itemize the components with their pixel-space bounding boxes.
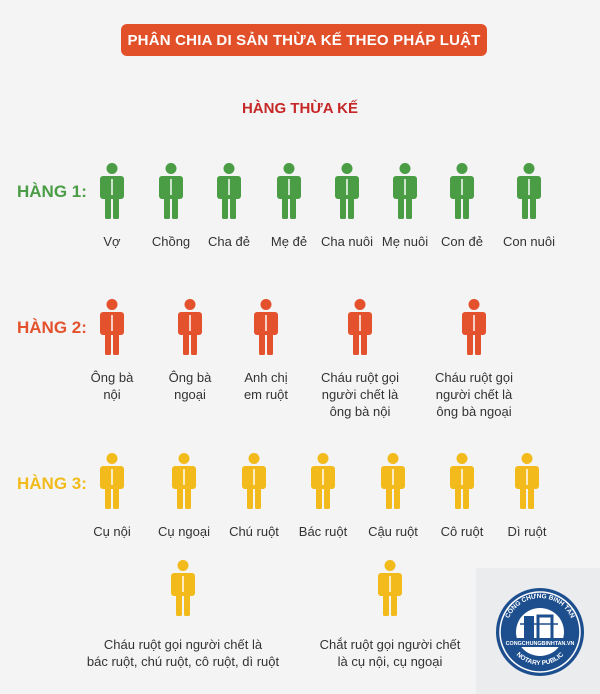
person-icon: [211, 299, 321, 355]
person-icon: [419, 299, 529, 355]
person-icon: [350, 163, 460, 219]
seal-text-mid: CONGCHUNGBINHTAN.VN: [506, 641, 575, 647]
person-icon: [57, 299, 167, 355]
heir-person-3-8: Cháu ruột gọi người chết là bác ruột, ch…: [53, 560, 313, 670]
person-label: Chắt ruột gọi người chết là cụ nội, cụ n…: [319, 637, 461, 669]
person-icon: [292, 163, 402, 219]
person-label: Bác ruột: [298, 524, 348, 539]
heir-person-2-5: Cháu ruột gọi người chết là ông bà ngoại: [419, 299, 529, 420]
heir-person-1-8: Con nuôi: [474, 163, 584, 250]
person-icon: [472, 453, 582, 509]
person-icon: [268, 453, 378, 509]
person-label: Cha nuôi: [320, 234, 374, 249]
heir-person-3-5: Cậu ruột: [338, 453, 448, 540]
heir-person-3-7: Dì ruột: [472, 453, 582, 540]
heir-person-3-9: Chắt ruột gọi người chết là cụ nội, cụ n…: [260, 560, 520, 670]
subtitle: HÀNG THỪA KẾ: [241, 100, 359, 117]
person-label: Cháu ruột gọi người chết là bác ruột, ch…: [86, 637, 280, 669]
person-label: Mẹ nuôi: [381, 234, 429, 249]
person-icon: [116, 163, 226, 219]
heir-person-1-1: Vợ: [57, 163, 167, 250]
heir-person-3-3: Chú ruột: [199, 453, 309, 540]
heir-person-1-6: Mẹ nuôi: [350, 163, 460, 250]
heir-person-3-4: Bác ruột: [268, 453, 378, 540]
person-icon: [129, 453, 239, 509]
person-label: Cậu ruột: [368, 524, 418, 539]
heir-person-1-3: Cha đẻ: [174, 163, 284, 250]
person-label: Chú ruột: [229, 524, 279, 539]
person-icon: [260, 560, 520, 616]
person-icon: [407, 453, 517, 509]
heir-person-1-4: Mẹ đẻ: [234, 163, 344, 250]
person-icon: [474, 163, 584, 219]
person-label: Mẹ đẻ: [270, 234, 308, 249]
heir-person-3-6: Cô ruột: [407, 453, 517, 540]
person-label: Cháu ruột gọi người chết là ông bà ngoại: [434, 370, 514, 419]
person-icon: [57, 163, 167, 219]
person-label: Anh chị em ruột: [243, 370, 289, 402]
person-label: Vợ: [103, 234, 121, 249]
person-label: Cháu ruột gọi người chết là ông bà nội: [320, 370, 400, 419]
heir-person-1-7: Con đẻ: [407, 163, 517, 250]
person-label: Cô ruột: [440, 524, 484, 539]
title-banner: PHÂN CHIA DI SẢN THỪA KẾ THEO PHÁP LUẬT: [121, 24, 487, 56]
person-icon: [338, 453, 448, 509]
heir-person-2-3: Anh chị em ruột: [211, 299, 321, 403]
person-label: Chồng: [151, 234, 191, 249]
person-icon: [57, 453, 167, 509]
person-label: Ông bà ngoại: [168, 370, 212, 402]
heir-person-1-2: Chồng: [116, 163, 226, 250]
person-icon: [234, 163, 344, 219]
person-label: Ông bà nội: [90, 370, 134, 402]
heir-person-1-5: Cha nuôi: [292, 163, 402, 250]
person-icon: [407, 163, 517, 219]
person-icon: [135, 299, 245, 355]
heir-person-2-2: Ông bà ngoại: [135, 299, 245, 403]
person-icon: [199, 453, 309, 509]
person-label: Con đẻ: [441, 234, 483, 249]
person-icon: [305, 299, 415, 355]
heir-person-3-2: Cụ ngoại: [129, 453, 239, 540]
person-label: Cụ ngoại: [157, 524, 211, 539]
row-label-2: HÀNG 2:: [17, 318, 87, 337]
person-icon: [53, 560, 313, 616]
person-label: Cụ nội: [93, 524, 131, 539]
row-label-1: HÀNG 1:: [17, 182, 87, 201]
heir-person-2-4: Cháu ruột gọi người chết là ông bà nội: [305, 299, 415, 420]
heir-person-3-1: Cụ nội: [57, 453, 167, 540]
person-label: Dì ruột: [507, 524, 547, 539]
person-icon: [174, 163, 284, 219]
row-label-3: HÀNG 3:: [17, 474, 87, 493]
notary-seal-logo: CÔNG CHỨNG BÌNH TÂN NOTARY PUBLIC CONGCH…: [496, 588, 584, 676]
person-label: Cha đẻ: [208, 234, 250, 249]
heir-person-2-1: Ông bà nội: [57, 299, 167, 403]
person-label: Con nuôi: [502, 234, 556, 249]
